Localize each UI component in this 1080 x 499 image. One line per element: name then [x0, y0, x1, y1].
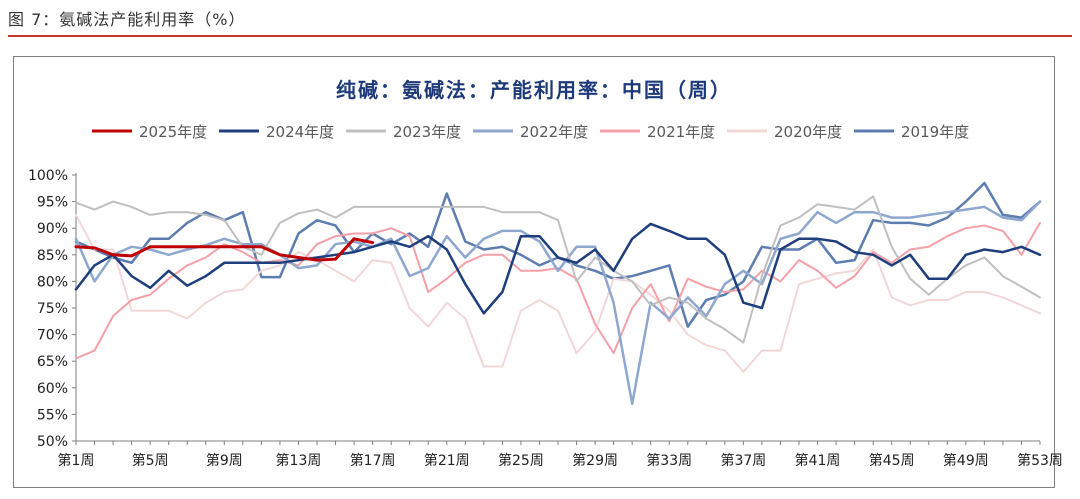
x-tick-label: 第5周	[132, 452, 169, 469]
x-tick-label: 第17周	[350, 452, 396, 469]
y-tick-label: 50%	[37, 434, 68, 450]
legend-label: 2023年度	[393, 123, 461, 141]
x-tick-label: 第41周	[795, 452, 841, 469]
y-tick-label: 65%	[37, 354, 68, 370]
x-tick-label: 第29周	[572, 452, 618, 469]
caption-divider	[8, 35, 1072, 37]
legend-label: 2024年度	[266, 123, 334, 141]
legend-label: 2022年度	[520, 123, 588, 141]
x-tick-label: 第33周	[646, 452, 692, 469]
y-tick-label: 85%	[37, 248, 68, 264]
y-tick-label: 70%	[37, 328, 68, 344]
x-tick-label: 第13周	[276, 452, 322, 469]
x-tick-label: 第1周	[58, 452, 95, 469]
legend-label: 2020年度	[774, 123, 842, 141]
x-tick-label: 第53周	[1017, 452, 1063, 469]
y-tick-label: 55%	[37, 407, 68, 423]
legend-label: 2019年度	[901, 123, 969, 141]
x-tick-label: 第49周	[943, 452, 989, 469]
chart-title: 纯碱：氨碱法：产能利用率：中国（周）	[336, 78, 732, 102]
y-tick-label: 80%	[37, 274, 68, 290]
series-line-2020年度	[75, 213, 1041, 373]
y-tick-label: 60%	[37, 381, 68, 397]
series-line-2025年度	[74, 237, 375, 262]
series-line-2023年度	[75, 195, 1041, 344]
x-tick-label: 第37周	[720, 452, 766, 469]
x-tick-label: 第9周	[206, 452, 243, 469]
x-tick-label: 第21周	[424, 452, 470, 469]
legend-label: 2021年度	[647, 123, 715, 141]
x-tick-label: 第45周	[869, 452, 915, 469]
figure-caption: 图 7：氨碱法产能利用率（%）	[8, 10, 246, 29]
legend-label: 2025年度	[139, 123, 207, 141]
y-tick-label: 100%	[28, 168, 68, 184]
series-line-2022年度	[74, 200, 1042, 406]
y-tick-label: 75%	[37, 301, 68, 317]
chart-frame	[13, 56, 1055, 488]
x-tick-label: 第25周	[498, 452, 544, 469]
series-line-2021年度	[75, 221, 1041, 360]
y-tick-label: 95%	[37, 195, 68, 211]
series-line-2024年度	[74, 222, 1042, 315]
y-tick-label: 90%	[37, 221, 68, 237]
